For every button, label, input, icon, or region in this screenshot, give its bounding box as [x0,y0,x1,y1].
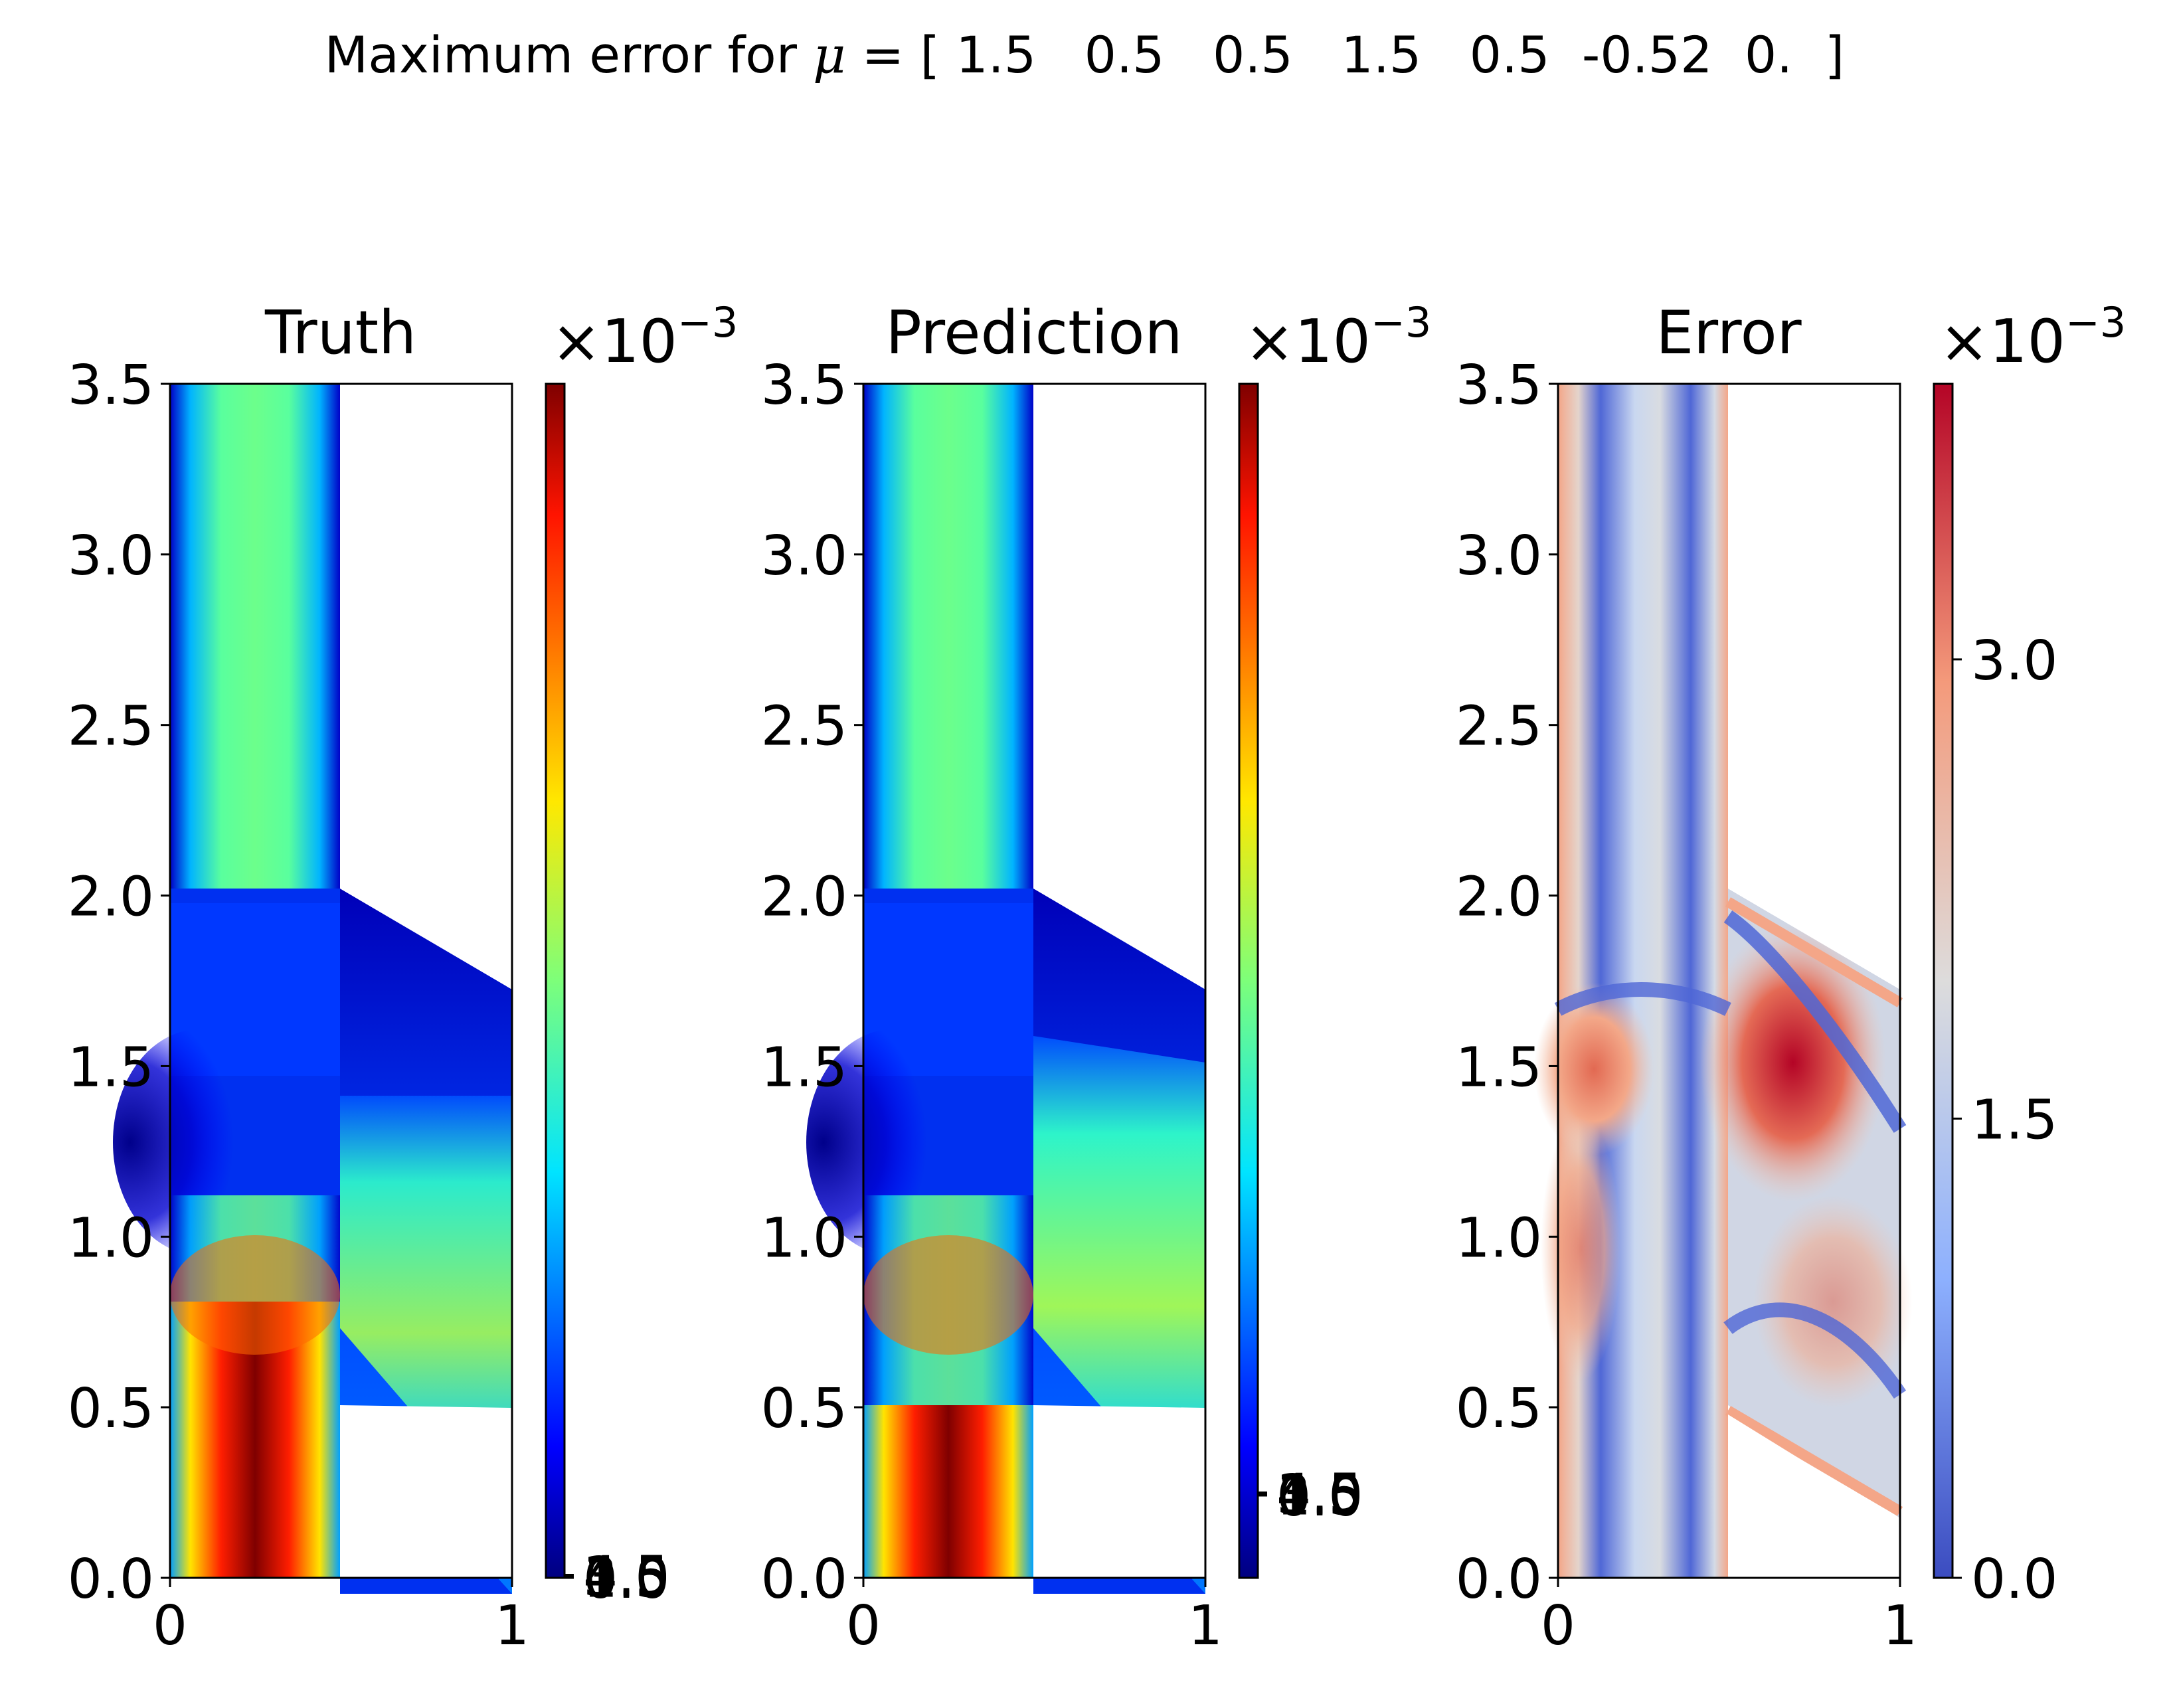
error-cbar-tick-label: 0.0 [1971,1548,2057,1611]
truth-yticks: 0.0 0.5 1.0 1.5 2.0 2.5 3.0 3.5 [68,354,170,1611]
error-ytick-label: 1.5 [1456,1036,1542,1099]
truth-colorbar-multiplier: ×10−3 [551,298,738,377]
prediction-yticks: 0.0 0.5 1.0 1.5 2.0 2.5 3.0 3.5 [761,354,863,1611]
truth-ytick-label: 1.5 [68,1036,154,1099]
prediction-cbar-tick-label: 0.0 [1276,1466,1363,1529]
prediction-cbar-tick-label: 1.5 [1276,1465,1363,1528]
prediction-ytick-label: 0.5 [761,1377,847,1440]
truth-xtick-label: 0 [153,1594,187,1658]
error-field [1534,384,1913,1578]
error-cbar-tick-label: 1.5 [1971,1088,2057,1152]
truth-mask-lower [340,1405,512,1578]
truth-ytick-label: 2.0 [68,866,154,929]
truth-colorbar [545,383,566,1579]
truth-ytick-label: 3.5 [68,354,154,417]
prediction-ytick-label: 2.0 [761,866,847,929]
prediction-title: Prediction [885,298,1182,368]
truth-xtick-label: 1 [495,1594,529,1658]
prediction-cbar-tick-label: 3.0 [1276,1464,1363,1527]
error-ytick-label: 0.0 [1456,1548,1542,1611]
error-colorbar-multiplier: ×10−3 [1939,298,2126,377]
truth-cbar-tick-label: 4.5 [583,1545,669,1608]
error-ytick-label: 3.5 [1456,354,1542,417]
error-axes-frame [1557,383,1901,1579]
truth-ytick-label: 2.5 [68,695,154,758]
error-cbar-tick-label: 3.0 [1971,630,2057,693]
truth-ytick-label: 0.5 [68,1377,154,1440]
truth-ytick-label: 1.0 [68,1207,154,1270]
error-ytick-label: 0.5 [1456,1377,1542,1440]
prediction-mask-top [1033,384,1205,989]
truth-cbar-tick-label: 0.0 [583,1548,669,1611]
prediction-colorbar-multiplier: ×10−3 [1245,298,1431,377]
truth-axes-frame [169,383,513,1579]
prediction-ytick-label: 3.5 [761,354,847,417]
prediction-colorbar-ticks: 0.01.53.04.5 [1258,1463,1363,1529]
prediction-ytick-label: 3.0 [761,525,847,588]
truth-cbar-tick-label: 3.0 [583,1546,669,1609]
truth-ytick-label: 0.0 [68,1548,154,1611]
error-xtick-label: 0 [1541,1594,1575,1658]
error-colorbar-ticks: 0.0 1.5 3.0 [1952,630,2057,1611]
error-xtick-label: 1 [1883,1594,1917,1658]
prediction-ytick-label: 1.5 [761,1036,847,1099]
error-ytick-label: 3.0 [1456,525,1542,588]
prediction-cbar-tick-label: 4.5 [1276,1463,1363,1526]
truth-title: Truth [264,298,416,368]
prediction-colorbar [1238,383,1259,1579]
prediction-mask-lower [1033,1405,1205,1578]
error-yticks: 0.0 0.5 1.0 1.5 2.0 2.5 3.0 3.5 [1456,354,1558,1611]
prediction-ytick-label: 0.0 [761,1548,847,1611]
prediction-xtick-label: 1 [1188,1594,1223,1658]
error-mask-top [1728,384,1900,989]
error-colorbar [1933,383,1954,1579]
error-ytick-label: 2.0 [1456,866,1542,929]
error-title: Error [1656,298,1801,368]
prediction-axes-frame [862,383,1207,1579]
prediction-ytick-label: 2.5 [761,695,847,758]
prediction-xtick-label: 0 [846,1594,881,1658]
truth-ytick-label: 3.0 [68,525,154,588]
prediction-ytick-label: 1.0 [761,1207,847,1270]
figure-title: Maximum error for μ = [ 1.5 0.5 0.5 1.5 … [324,25,1845,84]
truth-mask-top [340,384,512,989]
error-ytick-label: 1.0 [1456,1207,1542,1270]
error-ytick-label: 2.5 [1456,695,1542,758]
truth-colorbar-ticks: 0.01.53.04.5 [564,1545,669,1611]
truth-cbar-tick-label: 1.5 [583,1547,669,1610]
error-mask-lower [1728,1414,1900,1578]
